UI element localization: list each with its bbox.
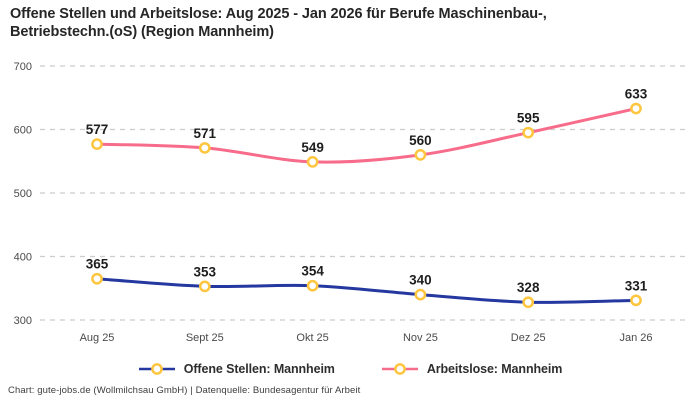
y-axis-tick-label: 500: [14, 188, 32, 200]
data-point-marker[interactable]: [198, 142, 211, 154]
x-axis-tick-label: Aug 25: [80, 332, 115, 344]
data-point-marker[interactable]: [306, 279, 319, 292]
data-point-label: 571: [194, 126, 217, 141]
y-axis-tick-label: 600: [14, 125, 32, 137]
data-point-label: 354: [301, 264, 324, 279]
chart-title-line-1: Offene Stellen und Arbeitslose: Aug 2025…: [10, 6, 547, 22]
legend-swatch-line-icon: [138, 363, 175, 375]
legend-item-arbeitslose[interactable]: Arbeitslose: Mannheim: [381, 362, 562, 376]
data-point-label: 595: [517, 111, 540, 126]
data-point-marker[interactable]: [630, 102, 642, 115]
chart-title-line-2: Betriebstechn.(oS) (Region Mannheim): [10, 23, 274, 40]
data-point-marker[interactable]: [522, 126, 535, 139]
legend-swatch-line-icon: [381, 363, 418, 375]
x-axis-tick-label: Jan 26: [619, 332, 652, 344]
y-axis-tick-label: 300: [14, 315, 32, 327]
line-chart: 300 400 500 600 700 Aug 25 Sept 25 Okt 25 Nov 25…: [14, 61, 688, 344]
data-point-marker[interactable]: [522, 296, 535, 309]
data-point-marker[interactable]: [91, 138, 103, 150]
legend-item-offene-stellen[interactable]: Offene Stellen: Mannheim: [138, 362, 335, 376]
data-point-label: 633: [625, 87, 648, 102]
chart-title: Offene Stellen und Arbeitslose: Aug 2025…: [10, 6, 694, 41]
x-axis-tick-label: Nov 25: [403, 332, 438, 344]
x-axis-tick-label: Dez 25: [511, 332, 546, 344]
series-line: [95, 277, 638, 304]
x-axis-tick-label: Okt 25: [296, 332, 328, 344]
legend-label-offene-stellen: Offene Stellen: Mannheim: [183, 362, 335, 376]
data-point-marker[interactable]: [306, 156, 319, 168]
data-point-label: 353: [194, 264, 217, 279]
data-point-marker[interactable]: [414, 149, 427, 161]
source-credit: Chart: gute-jobs.de (Wollmilchsau GmbH) …: [8, 385, 361, 396]
data-point-marker[interactable]: [198, 280, 211, 293]
y-axis-tick-label: 700: [14, 61, 32, 73]
data-point-marker[interactable]: [91, 272, 103, 285]
data-point-label: 331: [625, 278, 648, 293]
data-point-marker[interactable]: [414, 288, 427, 301]
legend-label-arbeitslose: Arbeitslose: Mannheim: [426, 362, 563, 376]
data-point-label: 328: [517, 280, 540, 295]
data-point-label: 365: [86, 257, 109, 272]
series-line: [95, 107, 638, 164]
data-point-label: 560: [409, 133, 432, 148]
y-axis-tick-label: 400: [14, 252, 32, 264]
data-point-label: 340: [409, 273, 432, 288]
data-point-label: 577: [86, 122, 109, 137]
x-axis-tick-label: Sept 25: [186, 332, 224, 344]
chart-legend: Offene Stellen: Mannheim Arbeitslose: Ma…: [0, 358, 700, 380]
data-point-label: 549: [301, 140, 324, 155]
data-point-marker[interactable]: [630, 294, 642, 307]
